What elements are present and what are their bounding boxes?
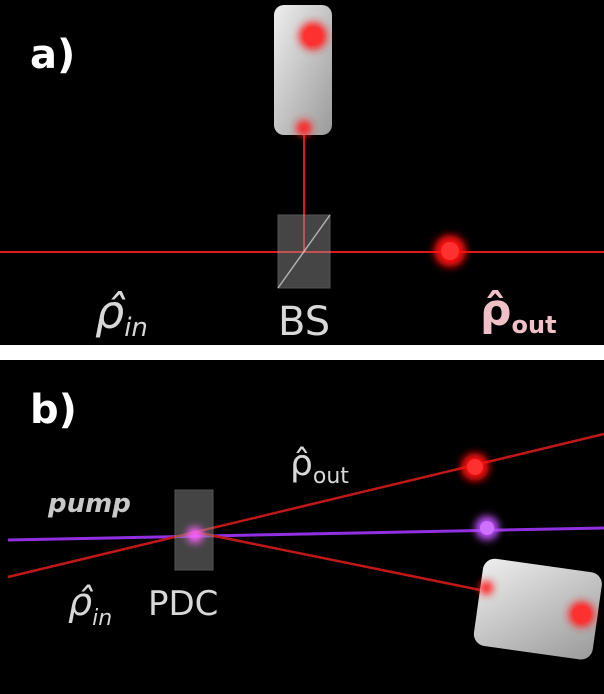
- figure: a) ρ̂in BS ρ̂out b) pump ρ̂out ρ̂in PDC: [0, 0, 604, 694]
- panel-label: b): [30, 387, 77, 433]
- symbol: ρ̂: [290, 443, 313, 484]
- detector: [274, 5, 332, 135]
- pump-photon: [480, 521, 494, 535]
- panel-b: b) pump ρ̂out ρ̂in PDC: [0, 360, 604, 694]
- subscript: in: [124, 313, 148, 343]
- detector-port: [296, 120, 312, 136]
- symbol: ρ̂: [95, 285, 126, 339]
- subscript: out: [313, 464, 349, 489]
- panel-a: a) ρ̂in BS ρ̂out: [0, 0, 604, 345]
- symbol: ρ̂: [480, 285, 512, 336]
- panel-label: a): [30, 32, 75, 78]
- subscript: out: [512, 311, 557, 339]
- detector: [471, 557, 603, 661]
- photon: [467, 459, 483, 475]
- detector-light: [304, 27, 322, 45]
- component-label: PDC: [148, 584, 218, 624]
- photon: [441, 242, 459, 260]
- subscript: in: [92, 606, 112, 631]
- component-label: BS: [278, 299, 330, 345]
- symbol: ρ̂: [68, 580, 94, 624]
- crystal-glow: [187, 527, 203, 543]
- pump-label: pump: [47, 489, 131, 519]
